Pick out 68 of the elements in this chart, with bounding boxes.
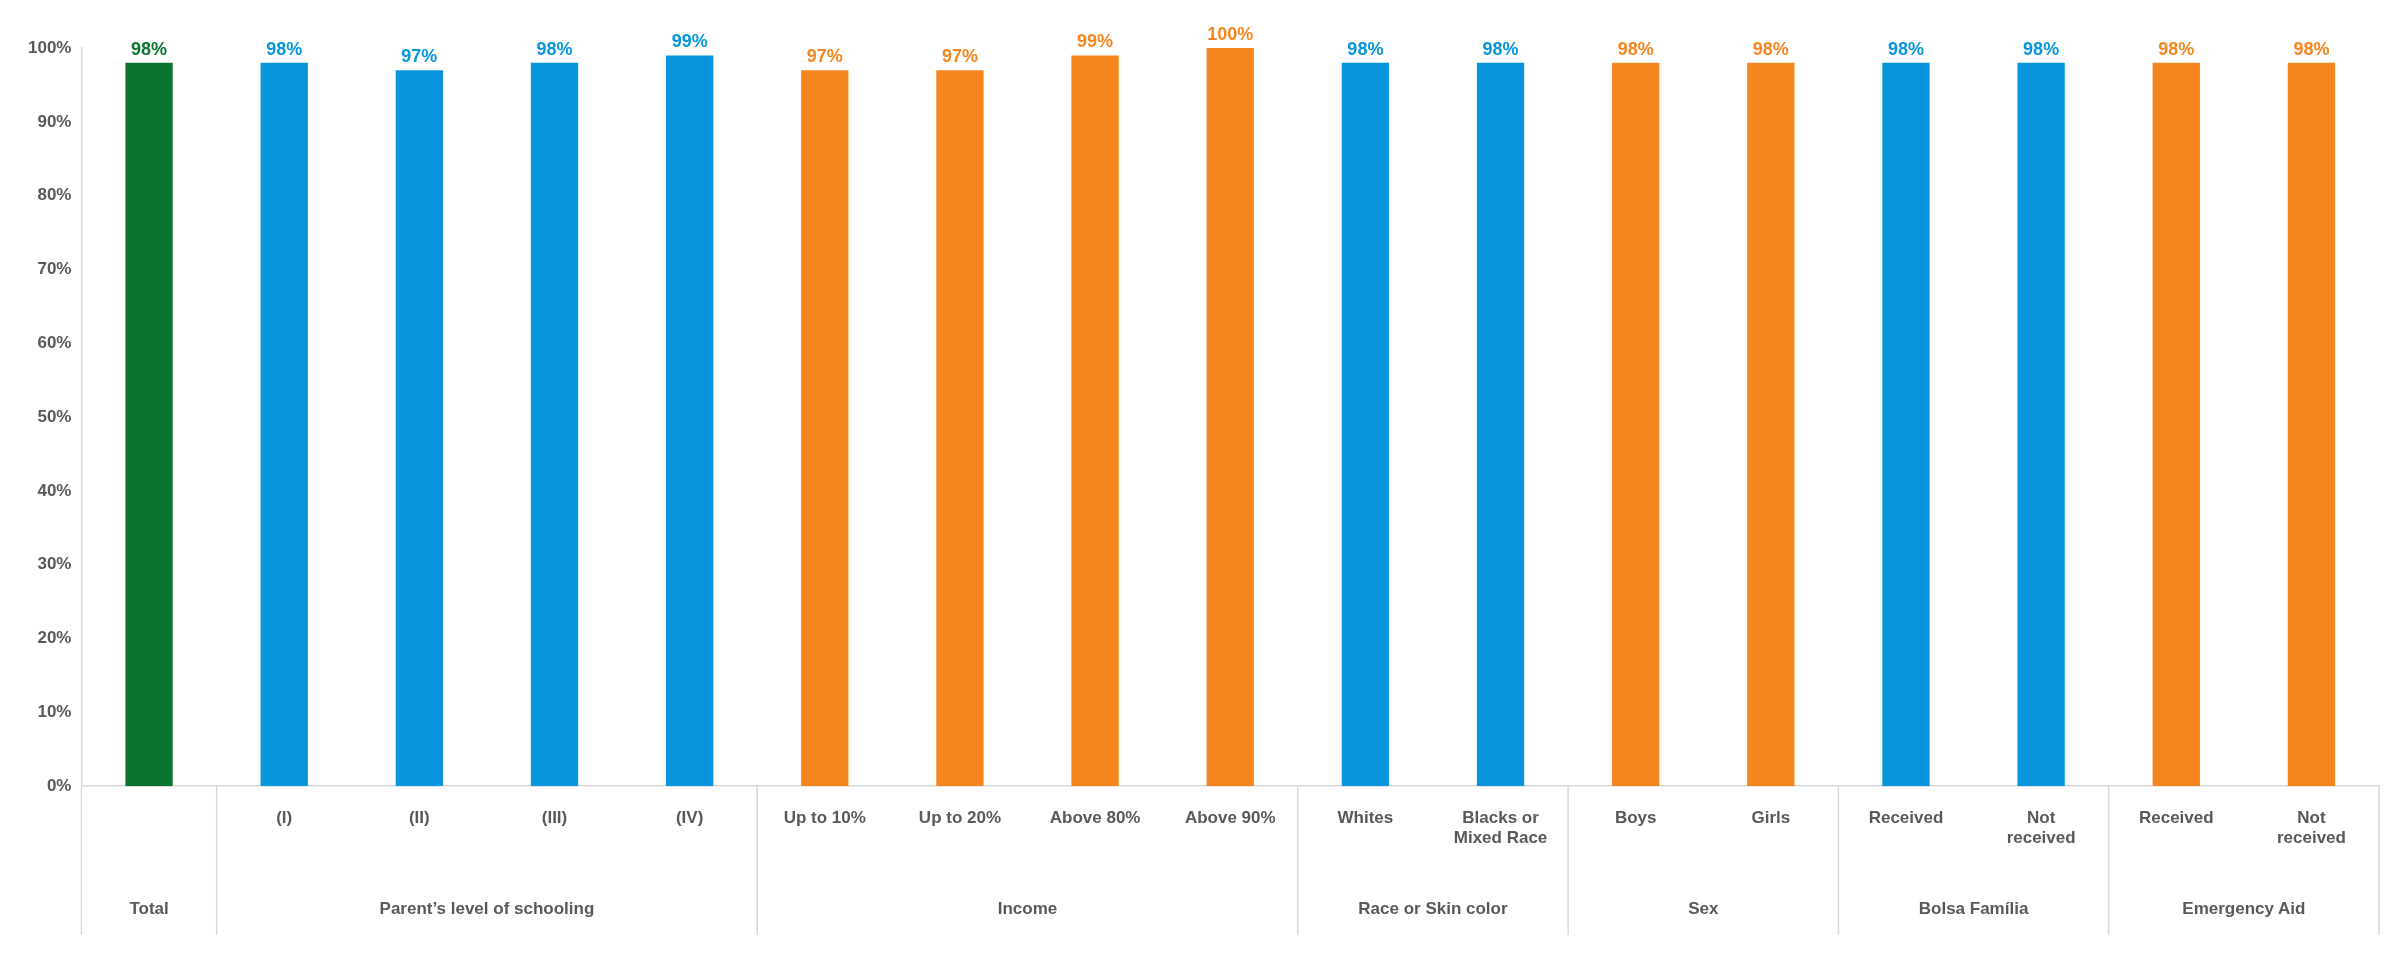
x-tick-label: Whites <box>1337 808 1394 828</box>
data-label: 98% <box>536 38 573 59</box>
bar <box>260 62 308 787</box>
y-tick-label: 50% <box>37 406 72 426</box>
data-label: 98% <box>1347 38 1384 59</box>
data-label: 98% <box>2293 38 2330 59</box>
bar <box>666 55 714 787</box>
bar <box>1071 55 1119 787</box>
text: Bolsa Família <box>1918 898 2029 918</box>
y-tick-label: 100% <box>28 37 72 57</box>
text: Emergency Aid <box>2182 898 2306 918</box>
data-label: 97% <box>806 46 843 67</box>
text: Income <box>997 898 1058 918</box>
x-tick-label: Above 80% <box>1049 808 1141 828</box>
data-label: 98% <box>1617 38 1654 59</box>
data-label: 100% <box>1207 23 1254 44</box>
x-tick-label: (IV) <box>675 808 704 828</box>
x-tick-label: Not received <box>2276 808 2346 848</box>
y-tick-label: 90% <box>37 111 72 131</box>
bar <box>1476 62 1525 787</box>
bar <box>801 70 849 787</box>
bar <box>1747 62 1795 787</box>
x-tick-label: Received <box>1868 808 1944 828</box>
x-tick-label: Boys <box>1614 808 1657 828</box>
y-tick-label: 20% <box>37 628 72 648</box>
x-tick-label: Girls <box>1751 808 1791 828</box>
x-tick-label: Received <box>2138 808 2214 828</box>
text: Race or Skin color <box>1358 898 1508 918</box>
bar <box>1612 62 1660 787</box>
y-tick-label: 60% <box>37 332 72 352</box>
x-tick-label: (II) <box>408 808 430 828</box>
bar <box>2017 62 2065 787</box>
data-label: 98% <box>2158 38 2195 59</box>
x-tick-label: (III) <box>541 808 568 828</box>
data-label: 98% <box>2023 38 2060 59</box>
bar <box>2287 62 2336 787</box>
x-tick-label: Blacks or Mixed Race <box>1453 808 1548 848</box>
data-label: 98% <box>1752 38 1789 59</box>
data-label: 98% <box>131 38 168 59</box>
text: Parent’s level of schooling <box>379 898 595 918</box>
x-tick-label: Up to 10% <box>783 808 866 828</box>
data-label: 97% <box>401 46 438 67</box>
y-tick-label: 70% <box>37 259 72 279</box>
x-tick-label: Above 90% <box>1184 808 1276 828</box>
y-tick-label: 30% <box>37 554 72 574</box>
data-label: 99% <box>1077 31 1114 52</box>
x-tick-label: Not received <box>2006 808 2076 848</box>
data-label: 97% <box>941 46 978 67</box>
y-tick-label: 40% <box>37 480 72 500</box>
text: Sex <box>1688 898 1719 918</box>
data-label: 99% <box>671 31 708 52</box>
bar <box>1206 48 1254 787</box>
bar <box>125 62 173 787</box>
bar <box>2152 62 2200 787</box>
data-label: 98% <box>1887 38 1924 59</box>
y-tick-label: 10% <box>37 702 72 722</box>
bar <box>936 70 984 787</box>
bar <box>1882 62 1930 787</box>
bar <box>1341 62 1390 787</box>
x-tick-label: Up to 20% <box>918 808 1002 828</box>
data-label: 98% <box>1482 38 1519 59</box>
bar <box>530 62 579 787</box>
text: Total <box>129 898 169 918</box>
x-tick-label: (I) <box>276 808 293 828</box>
y-tick-label: 80% <box>37 185 72 205</box>
y-tick-label: 0% <box>46 775 72 795</box>
data-label: 98% <box>266 38 303 59</box>
bar <box>395 70 443 787</box>
